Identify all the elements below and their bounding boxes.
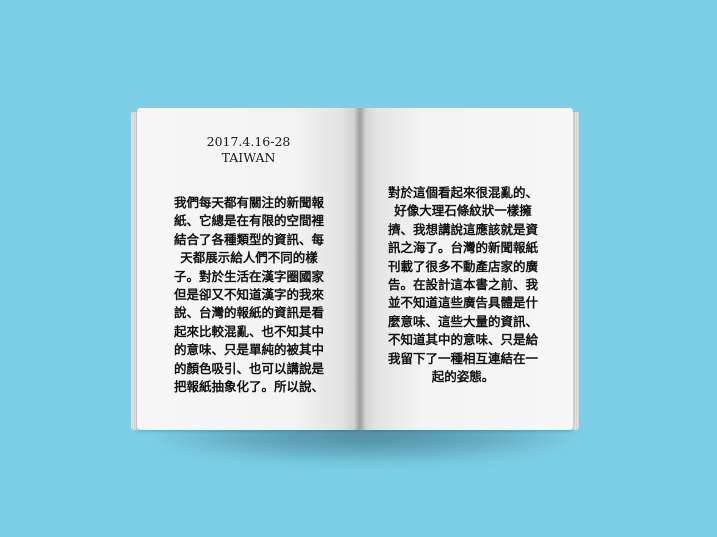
text-line: 麼意味、這些大量的資訊、 [387,313,538,329]
text-line: 的顏色吸引、也可以講說是 [173,360,324,376]
text-line: 我留下了一種相互連結在一 [387,350,538,366]
book-date: 2017.4.16-28 [206,134,291,149]
right-page-edges [571,112,579,430]
text-line: 天都展示給人們不同的樣 [180,250,318,266]
text-line: 子。對於生活在漢字圈國家 [173,268,324,284]
text-line: 說、台灣的報紙的資訊是看 [173,305,324,321]
text-line: 但是卻又不知道漢字的我來 [173,286,324,302]
text-line: 刊載了很多不動產店家的廣 [387,258,538,274]
text-line: 起的姿態。 [431,368,495,384]
left-page [137,108,360,430]
text-line: 起來比較混亂、也不知其中 [173,323,324,339]
right-page [360,108,573,430]
text-line: 好像大理石條紋狀一樣擁 [394,203,532,219]
text-line: 我們每天都有關注的新聞報 [173,195,324,210]
text-line: 對於這個看起來很混亂的、 [387,185,538,200]
left-page-text: 我們每天都有關注的新聞報 紙、它總是在有限的空間裡 結合了各種類型的資訊、每 天… [165,194,333,396]
book-gutter [354,108,366,430]
text-line: 告。在設計這本書之前、我 [387,276,538,292]
text-line: 把報紙抽象化了。所以說、 [173,378,324,394]
left-page-edges [131,112,139,430]
text-line: 訊之海了。台灣的新聞報紙 [387,240,538,256]
text-line: 並不知道這些廣告具體是什 [387,295,538,311]
right-page-text: 對於這個看起來很混亂的、 好像大理石條紋狀一樣擁 擠、我想講說這應該就是資 訊之… [382,184,544,386]
book-place: TAIWAN [221,150,276,165]
text-line: 結合了各種類型的資訊、每 [173,231,324,247]
text-line: 不知道其中的意味、只是給 [387,332,538,348]
text-line: 擠、我想講說這應該就是資 [387,221,538,237]
text-line: 紙、它總是在有限的空間裡 [173,213,324,229]
text-line: 的意味、只是單純的被其中 [173,342,324,358]
